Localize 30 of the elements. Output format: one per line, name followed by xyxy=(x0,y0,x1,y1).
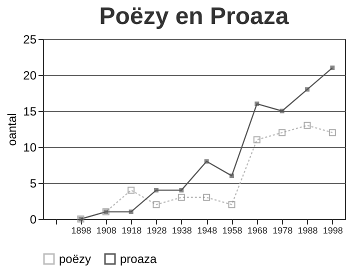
x-tick-label: 1968 xyxy=(247,226,268,236)
x-tick-label: 1998 xyxy=(322,226,343,236)
point xyxy=(330,66,335,70)
point xyxy=(280,108,284,114)
x-tick-label: 1908 xyxy=(96,226,116,236)
y-tick-label: 5 xyxy=(30,176,37,190)
x-tick-label: 1948 xyxy=(197,226,218,236)
legend-label: poëzy xyxy=(59,252,92,266)
x-tick-label: 1958 xyxy=(222,226,242,236)
point xyxy=(179,188,184,192)
y-tick-label: 20 xyxy=(23,68,37,82)
y-tick-label: 25 xyxy=(23,32,37,46)
point xyxy=(128,210,134,214)
chart-title: Poëzy en Proaza xyxy=(99,3,290,30)
x-tick-label: 1898 xyxy=(71,226,92,236)
y-tick-label: 0 xyxy=(30,212,37,226)
point xyxy=(230,174,234,178)
legend-label: proaza xyxy=(120,252,158,266)
point xyxy=(204,159,209,164)
x-tick-label: 1938 xyxy=(172,226,192,236)
point xyxy=(154,188,158,192)
y-tick-label: 15 xyxy=(23,104,37,118)
x-tick-label: 1928 xyxy=(146,226,167,236)
x-tick-label: 1978 xyxy=(272,226,293,236)
y-tick-label: 10 xyxy=(23,140,37,154)
point xyxy=(254,102,260,106)
y-axis-title: oantal xyxy=(5,113,20,146)
x-tick-label: 1988 xyxy=(298,226,318,236)
x-tick-label: 1918 xyxy=(122,226,142,236)
point xyxy=(305,87,310,92)
